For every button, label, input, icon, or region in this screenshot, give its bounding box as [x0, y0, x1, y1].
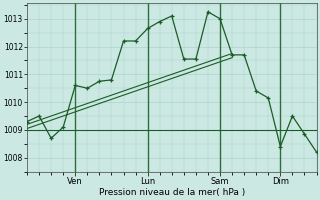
X-axis label: Pression niveau de la mer( hPa ): Pression niveau de la mer( hPa ) [99, 188, 245, 197]
